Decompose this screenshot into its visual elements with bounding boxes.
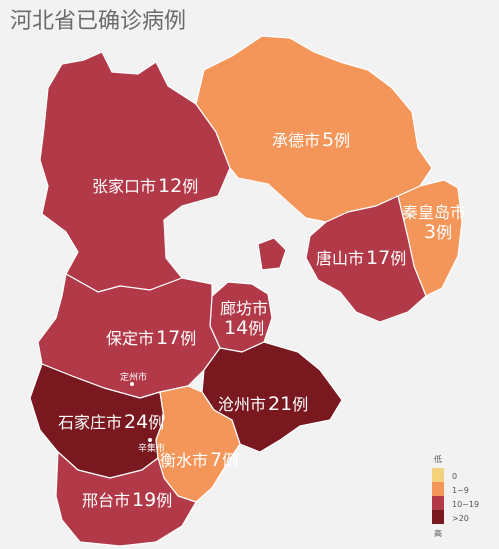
label-xingtai: 邢台市 19例 xyxy=(82,489,172,511)
label-zhangjiakou: 张家口市 12例 xyxy=(92,175,198,197)
label-langfang: 廊坊市 xyxy=(220,299,268,318)
label-hengshui: 衡水市 7例 xyxy=(160,449,238,471)
legend-swatch-0 xyxy=(432,468,444,482)
legend-label-1-9: 1~9 xyxy=(452,486,469,495)
dingzhou-marker xyxy=(130,382,134,386)
legend-label-10-19: 10~19 xyxy=(452,500,479,509)
label-langfang-count: 14例 xyxy=(224,317,264,339)
label-qinhuangdao-count: 3例 xyxy=(424,221,452,243)
legend-swatch-20-plus xyxy=(432,510,444,524)
xinji-marker xyxy=(148,438,152,442)
region-tangshan[interactable] xyxy=(305,195,427,323)
label-xinji: 辛集市 xyxy=(138,442,165,454)
legend-swatch-1-9 xyxy=(432,482,444,496)
region-hengshui[interactable] xyxy=(155,385,241,503)
label-dingzhou: 定州市 xyxy=(120,371,147,383)
label-qinhuangdao: 秦皇岛市 xyxy=(402,203,466,222)
legend-high-label: 高 xyxy=(434,528,442,538)
label-tangshan: 唐山市 17例 xyxy=(316,247,406,269)
region-xingtai[interactable] xyxy=(55,451,197,547)
label-shijiazhuang: 石家庄市 24例 xyxy=(58,411,164,433)
region-langfang-north[interactable] xyxy=(257,237,287,271)
map-title: 河北省已确诊病例 xyxy=(10,9,186,34)
legend-low-label: 低 xyxy=(434,454,442,464)
label-chengde: 承德市 5例 xyxy=(272,129,350,151)
region-baoding[interactable] xyxy=(37,273,221,399)
legend-swatch-10-19 xyxy=(432,496,444,510)
legend: 低 0 1~9 10~19 >20 高 xyxy=(432,454,479,538)
label-cangzhou: 沧州市 21例 xyxy=(218,393,308,415)
label-baoding: 保定市 17例 xyxy=(106,327,196,349)
legend-label-0: 0 xyxy=(452,472,457,481)
legend-label-20-plus: >20 xyxy=(452,514,469,523)
